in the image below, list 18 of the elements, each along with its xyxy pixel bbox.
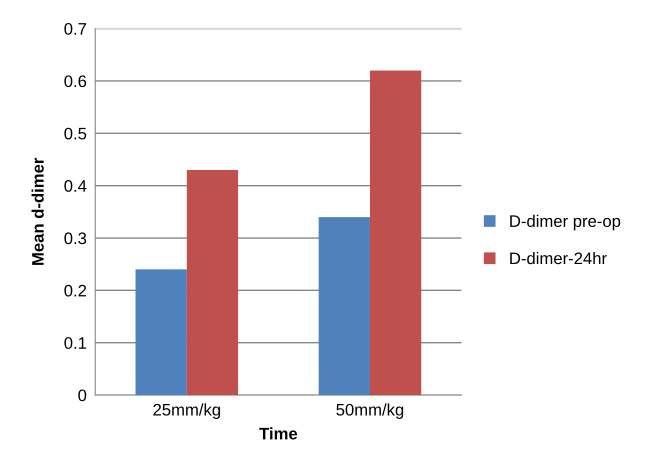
y-tick-label: 0.5 (64, 128, 86, 140)
bar (318, 217, 370, 396)
x-tick-label: 25mm/kg (153, 403, 220, 419)
bar (136, 269, 187, 396)
legend-label: D-dimer pre-op (510, 214, 620, 230)
y-tick-label: 0.4 (64, 180, 86, 192)
bar (186, 170, 238, 396)
x-axis-title: Time (259, 427, 298, 440)
y-tick-label: 0.1 (64, 337, 86, 349)
y-tick-label: 0.6 (64, 75, 86, 88)
y-axis-title: Mean d-dimer (32, 158, 44, 265)
bar (370, 70, 422, 396)
x-tick-label: 50mm/kg (336, 403, 404, 419)
y-tick-label: 0.3 (64, 232, 86, 244)
legend-label: D-dimer-24hr (510, 252, 607, 264)
y-tick-label: 0 (78, 389, 86, 402)
y-tick-label: 0.2 (64, 284, 86, 297)
y-tick-label: 0.7 (64, 22, 86, 35)
